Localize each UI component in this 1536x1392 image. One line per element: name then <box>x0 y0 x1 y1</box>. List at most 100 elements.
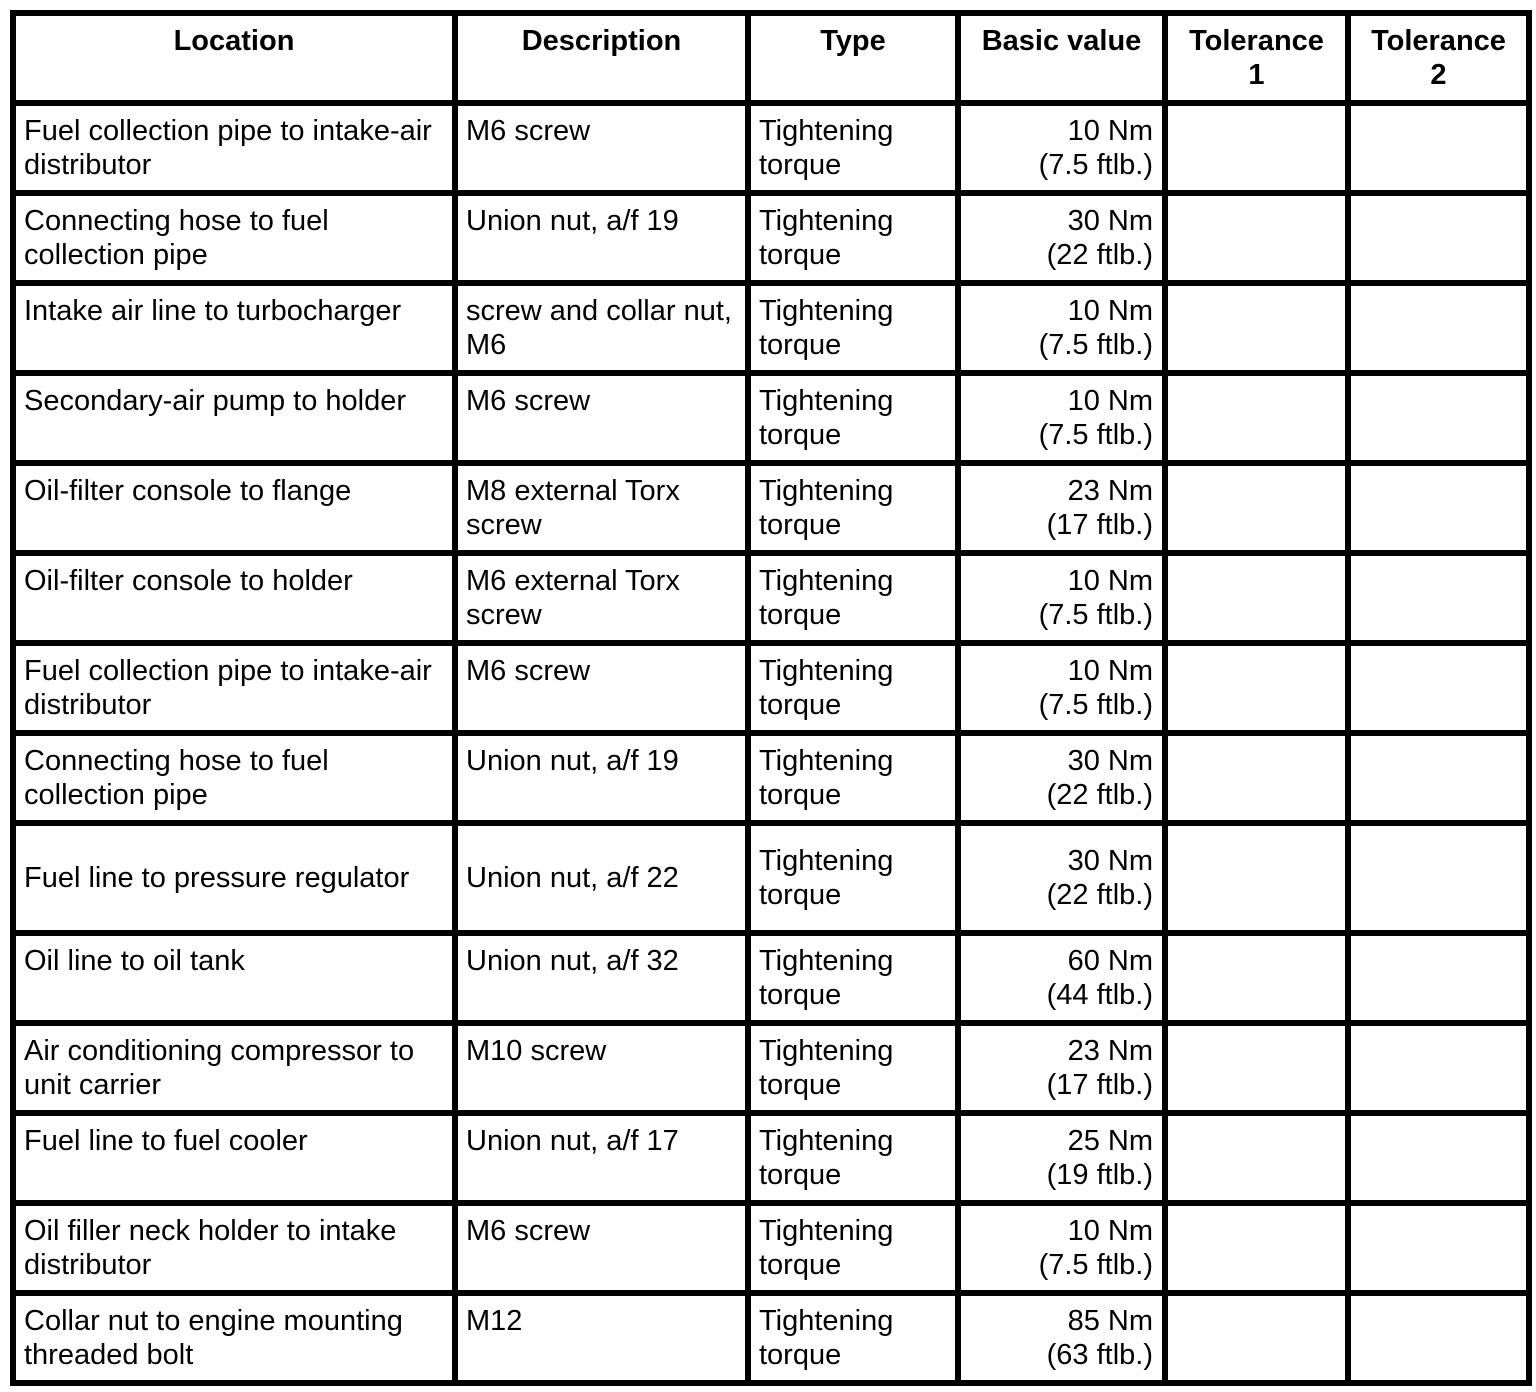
torque-spec-table: Location Description Type Basic value To… <box>10 10 1532 1386</box>
tolerance1-cell <box>1162 730 1351 826</box>
location-cell: Oil line to oil tank <box>10 930 458 1026</box>
description-cell: M6 screw <box>452 370 751 466</box>
tolerance1-cell <box>1162 370 1351 466</box>
type-cell: Tightening torque <box>745 1110 961 1206</box>
column-header-location: Location <box>10 10 458 106</box>
tolerance1-cell <box>1162 280 1351 376</box>
location-cell: Collar nut to engine mounting threaded b… <box>10 1290 458 1386</box>
tolerance1-cell <box>1162 640 1351 736</box>
location-cell: Secondary-air pump to holder <box>10 370 458 466</box>
table-row: Fuel line to pressure regulator Union nu… <box>10 820 1532 936</box>
tolerance2-cell <box>1345 550 1532 646</box>
tolerance1-cell <box>1162 820 1351 936</box>
tolerance1-cell <box>1162 550 1351 646</box>
type-cell: Tightening torque <box>745 730 961 826</box>
type-cell: Tightening torque <box>745 1020 961 1116</box>
column-header-tolerance-2: Tolerance 2 <box>1345 10 1532 106</box>
tolerance2-cell <box>1345 280 1532 376</box>
table-row: Oil line to oil tank Union nut, a/f 32 T… <box>10 930 1532 1026</box>
column-header-tolerance-1: Tolerance 1 <box>1162 10 1351 106</box>
column-header-basic-value: Basic value <box>955 10 1168 106</box>
description-cell: M6 external Torx screw <box>452 550 751 646</box>
table-row: Fuel line to fuel cooler Union nut, a/f … <box>10 1110 1532 1206</box>
basic-value-cell: 85 Nm (63 ftlb.) <box>955 1290 1168 1386</box>
description-cell: M6 screw <box>452 1200 751 1296</box>
table-row: Air conditioning compressor to unit carr… <box>10 1020 1532 1116</box>
type-cell: Tightening torque <box>745 820 961 936</box>
description-cell: Union nut, a/f 32 <box>452 930 751 1026</box>
location-cell: Oil-filter console to flange <box>10 460 458 556</box>
basic-value-cell: 10 Nm (7.5 ftlb.) <box>955 1200 1168 1296</box>
tolerance2-cell <box>1345 730 1532 826</box>
basic-value-cell: 30 Nm (22 ftlb.) <box>955 190 1168 286</box>
type-cell: Tightening torque <box>745 1200 961 1296</box>
table-row: Intake air line to turbocharger screw an… <box>10 280 1532 376</box>
basic-value-cell: 25 Nm (19 ftlb.) <box>955 1110 1168 1206</box>
tolerance1-cell <box>1162 1020 1351 1116</box>
tolerance2-cell <box>1345 930 1532 1026</box>
basic-value-cell: 10 Nm (7.5 ftlb.) <box>955 550 1168 646</box>
tolerance2-cell <box>1345 1200 1532 1296</box>
basic-value-cell: 10 Nm (7.5 ftlb.) <box>955 280 1168 376</box>
basic-value-cell: 60 Nm (44 ftlb.) <box>955 930 1168 1026</box>
table-row: Secondary-air pump to holder M6 screw Ti… <box>10 370 1532 466</box>
type-cell: Tightening torque <box>745 930 961 1026</box>
type-cell: Tightening torque <box>745 190 961 286</box>
type-cell: Tightening torque <box>745 370 961 466</box>
tolerance1-cell <box>1162 1290 1351 1386</box>
basic-value-cell: 23 Nm (17 ftlb.) <box>955 460 1168 556</box>
description-cell: M10 screw <box>452 1020 751 1116</box>
tolerance2-cell <box>1345 1020 1532 1116</box>
location-cell: Connecting hose to fuel collection pipe <box>10 730 458 826</box>
description-cell: Union nut, a/f 22 <box>452 820 751 936</box>
type-cell: Tightening torque <box>745 280 961 376</box>
tolerance2-cell <box>1345 1110 1532 1206</box>
description-cell: M6 screw <box>452 100 751 196</box>
tolerance1-cell <box>1162 460 1351 556</box>
table-row: Oil-filter console to holder M6 external… <box>10 550 1532 646</box>
basic-value-cell: 10 Nm (7.5 ftlb.) <box>955 640 1168 736</box>
description-cell: Union nut, a/f 19 <box>452 730 751 826</box>
description-cell: Union nut, a/f 19 <box>452 190 751 286</box>
location-cell: Oil filler neck holder to intake distrib… <box>10 1200 458 1296</box>
tolerance1-cell <box>1162 930 1351 1026</box>
basic-value-cell: 10 Nm (7.5 ftlb.) <box>955 370 1168 466</box>
type-cell: Tightening torque <box>745 640 961 736</box>
column-header-description: Description <box>452 10 751 106</box>
description-cell: M6 screw <box>452 640 751 736</box>
tolerance2-cell <box>1345 1290 1532 1386</box>
document-page: Location Description Type Basic value To… <box>10 10 1532 1386</box>
location-cell: Oil-filter console to holder <box>10 550 458 646</box>
location-cell: Fuel line to pressure regulator <box>10 820 458 936</box>
basic-value-cell: 23 Nm (17 ftlb.) <box>955 1020 1168 1116</box>
description-cell: Union nut, a/f 17 <box>452 1110 751 1206</box>
tolerance2-cell <box>1345 460 1532 556</box>
table-row: Fuel collection pipe to intake-air distr… <box>10 640 1532 736</box>
table-row: Oil filler neck holder to intake distrib… <box>10 1200 1532 1296</box>
basic-value-cell: 10 Nm (7.5 ftlb.) <box>955 100 1168 196</box>
location-cell: Fuel collection pipe to intake-air distr… <box>10 640 458 736</box>
location-cell: Connecting hose to fuel collection pipe <box>10 190 458 286</box>
type-cell: Tightening torque <box>745 550 961 646</box>
location-cell: Fuel line to fuel cooler <box>10 1110 458 1206</box>
table-row: Oil-filter console to flange M8 external… <box>10 460 1532 556</box>
column-header-type: Type <box>745 10 961 106</box>
tolerance2-cell <box>1345 640 1532 736</box>
table-row: Fuel collection pipe to intake-air distr… <box>10 100 1532 196</box>
type-cell: Tightening torque <box>745 100 961 196</box>
tolerance2-cell <box>1345 100 1532 196</box>
tolerance1-cell <box>1162 100 1351 196</box>
tolerance2-cell <box>1345 190 1532 286</box>
tolerance1-cell <box>1162 1110 1351 1206</box>
header-row: Location Description Type Basic value To… <box>10 10 1532 106</box>
location-cell: Fuel collection pipe to intake-air distr… <box>10 100 458 196</box>
location-cell: Intake air line to turbocharger <box>10 280 458 376</box>
location-cell: Air conditioning compressor to unit carr… <box>10 1020 458 1116</box>
table-row: Connecting hose to fuel collection pipe … <box>10 730 1532 826</box>
table-row: Connecting hose to fuel collection pipe … <box>10 190 1532 286</box>
description-cell: screw and collar nut, M6 <box>452 280 751 376</box>
tolerance1-cell <box>1162 190 1351 286</box>
basic-value-cell: 30 Nm (22 ftlb.) <box>955 730 1168 826</box>
basic-value-cell: 30 Nm (22 ftlb.) <box>955 820 1168 936</box>
description-cell: M8 external Torx screw <box>452 460 751 556</box>
